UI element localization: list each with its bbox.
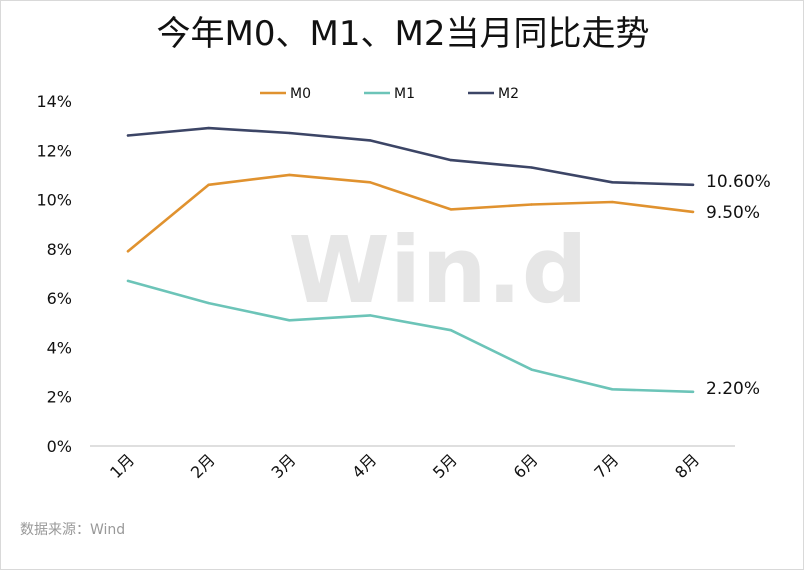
x-tick-label: 4月: [348, 450, 380, 482]
y-tick-label: 6%: [47, 289, 72, 308]
data-point: [691, 210, 695, 214]
x-tick-label: 3月: [268, 450, 300, 482]
series-line: [126, 126, 695, 187]
data-point: [530, 368, 533, 371]
data-point: [368, 139, 372, 142]
data-point: [530, 166, 533, 169]
y-tick-label: 4%: [47, 338, 72, 357]
data-point: [288, 173, 291, 177]
data-point: [449, 158, 453, 162]
chart-title: 今年M0、M1、M2当月同比走势: [156, 14, 650, 54]
y-tick-label: 10%: [36, 191, 72, 210]
data-point: [207, 301, 210, 305]
series-line: [126, 173, 695, 253]
source-note: 数据来源：Wind: [20, 522, 126, 538]
y-tick-label: 2%: [47, 388, 72, 407]
data-point: [368, 314, 372, 317]
data-point: [530, 203, 533, 206]
data-point: [611, 181, 614, 184]
data-point: [691, 390, 695, 393]
data-point: [611, 200, 614, 204]
y-tick-label: 0%: [47, 437, 72, 456]
data-point: [207, 183, 210, 186]
data-point: [126, 250, 130, 253]
x-tick-label: 6月: [510, 450, 542, 482]
data-point: [288, 319, 291, 322]
data-point: [126, 134, 130, 137]
data-point: [368, 181, 372, 184]
y-tick-label: 12%: [36, 141, 72, 160]
legend-label: M0: [290, 86, 311, 102]
series-end-label: 9.50%: [706, 203, 760, 223]
series-line: [126, 279, 695, 394]
legend-label: M1: [394, 86, 415, 102]
data-point: [691, 183, 695, 186]
data-point: [126, 279, 130, 283]
x-tick-label: 1月: [106, 450, 138, 482]
watermark-text: Win.d: [288, 217, 587, 324]
series-end-label: 2.20%: [706, 379, 760, 399]
data-point: [288, 131, 291, 135]
legend-label: M2: [498, 86, 519, 102]
data-point: [611, 388, 614, 391]
y-tick-label: 8%: [47, 240, 72, 259]
data-point: [449, 208, 453, 211]
series-end-label: 10.60%: [706, 172, 771, 192]
x-tick-label: 8月: [671, 450, 703, 482]
x-tick-label: 7月: [590, 450, 622, 482]
x-tick-label: 5月: [429, 450, 461, 482]
data-point: [207, 126, 210, 130]
data-point: [449, 328, 453, 332]
y-tick-label: 14%: [36, 92, 72, 111]
x-tick-label: 2月: [187, 450, 219, 482]
